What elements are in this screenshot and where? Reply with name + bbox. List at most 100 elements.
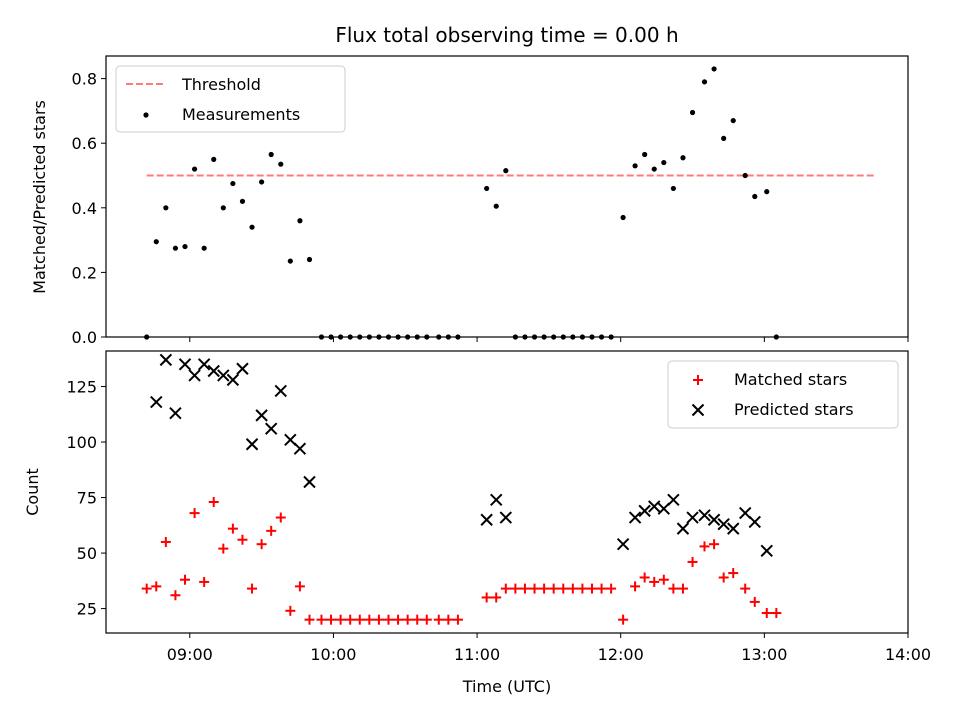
predicted-star-point bbox=[638, 504, 651, 518]
predicted-star-point bbox=[255, 409, 268, 422]
measurement-point bbox=[239, 198, 246, 204]
predicted-star-point bbox=[698, 509, 711, 522]
top-y-tick-label: 0.2 bbox=[72, 263, 97, 282]
predicted-star-point bbox=[667, 493, 680, 506]
measurement-point bbox=[721, 135, 727, 141]
measurement-point bbox=[191, 166, 198, 172]
top-y-tick-label: 0.6 bbox=[72, 134, 97, 153]
matched-star-point bbox=[668, 583, 679, 594]
predicted-star-point bbox=[490, 493, 503, 506]
bottom-x-tick-label: 14:00 bbox=[885, 645, 931, 664]
matched-star-point bbox=[548, 583, 559, 594]
predicted-star-point bbox=[760, 544, 773, 558]
legend-matched-label: Matched stars bbox=[734, 370, 847, 389]
matched-star-point bbox=[393, 614, 404, 625]
predicted-star-point bbox=[207, 364, 220, 378]
matched-star-point bbox=[180, 574, 191, 585]
measurement-point bbox=[220, 205, 226, 211]
matched-star-point bbox=[740, 583, 751, 594]
measurement-point bbox=[493, 203, 499, 209]
measurement-point bbox=[287, 258, 293, 264]
predicted-star-point bbox=[480, 513, 493, 526]
matched-star-point bbox=[606, 583, 617, 594]
matched-star-point bbox=[699, 541, 710, 552]
matched-star-point bbox=[577, 583, 588, 594]
matched-star-point bbox=[227, 523, 238, 534]
legend-predicted-label: Predicted stars bbox=[734, 400, 854, 419]
matched-star-point bbox=[326, 614, 337, 625]
measurement-point bbox=[620, 214, 626, 221]
matched-star-point bbox=[481, 592, 492, 603]
matched-star-point bbox=[208, 496, 219, 507]
measurement-point bbox=[689, 109, 696, 116]
matched-star-point bbox=[749, 596, 760, 607]
matched-star-point bbox=[709, 539, 720, 550]
legend-predicted-swatch bbox=[691, 403, 705, 417]
legend-matched-swatch bbox=[693, 375, 703, 385]
top-y-tick-label: 0.8 bbox=[72, 70, 97, 89]
matched-star-point bbox=[500, 583, 511, 594]
matched-star-point bbox=[658, 574, 669, 585]
matched-star-point bbox=[218, 543, 229, 554]
measurement-point bbox=[278, 161, 284, 167]
measurement-point bbox=[642, 151, 648, 158]
measurement-point bbox=[711, 66, 717, 72]
predicted-star-point bbox=[226, 373, 240, 387]
measurement-point bbox=[484, 185, 490, 192]
matched-star-point bbox=[383, 614, 394, 625]
top-y-axis-ticks: 0.0 0.2 0.4 0.6 0.8 bbox=[72, 70, 106, 347]
legend-threshold-label: Threshold bbox=[181, 75, 261, 94]
matched-star-point bbox=[539, 583, 550, 594]
bottom-x-tick-label: 13:00 bbox=[741, 645, 787, 664]
predicted-star-point bbox=[686, 511, 699, 524]
measurement-point bbox=[153, 239, 159, 245]
matched-stars-points bbox=[141, 496, 782, 625]
matched-star-point bbox=[649, 576, 660, 587]
bottom-x-axis-ticks: 09:00 10:00 11:00 12:00 13:00 14:00 bbox=[167, 633, 931, 664]
predicted-star-point bbox=[150, 395, 163, 409]
matched-star-point bbox=[771, 608, 782, 619]
predicted-star-point bbox=[169, 406, 182, 420]
bottom-x-tick-label: 11:00 bbox=[454, 645, 500, 664]
measurement-point bbox=[259, 179, 265, 185]
measurement-point bbox=[661, 159, 667, 166]
matched-star-point bbox=[285, 605, 296, 616]
matched-star-point bbox=[275, 512, 286, 523]
matched-star-point bbox=[373, 614, 384, 625]
matched-star-point bbox=[402, 614, 413, 625]
predicted-star-point bbox=[303, 475, 316, 489]
matched-star-point bbox=[718, 572, 729, 583]
predicted-star-point bbox=[748, 515, 761, 529]
top-y-tick-label: 0.0 bbox=[72, 328, 97, 347]
top-y-tick-label: 0.4 bbox=[72, 199, 97, 218]
predicted-star-point bbox=[707, 513, 721, 526]
matched-star-point bbox=[266, 525, 277, 536]
bottom-plot-area bbox=[141, 353, 782, 625]
predicted-star-point bbox=[159, 353, 173, 367]
predicted-star-point bbox=[197, 358, 211, 371]
matched-star-point bbox=[294, 581, 305, 592]
measurement-point bbox=[503, 168, 509, 174]
top-legend: Threshold Measurements bbox=[115, 65, 346, 133]
matched-star-point bbox=[677, 583, 688, 594]
measurement-point bbox=[211, 156, 217, 162]
predicted-star-point bbox=[616, 537, 630, 551]
measurement-point bbox=[680, 155, 686, 161]
predicted-star-point bbox=[274, 384, 287, 398]
bottom-y-tick-label: 25 bbox=[77, 600, 97, 619]
predicted-star-point bbox=[738, 506, 752, 520]
measurement-point bbox=[201, 245, 207, 251]
measurement-point bbox=[230, 180, 236, 187]
measurement-point bbox=[268, 151, 274, 158]
bottom-x-tick-label: 09:00 bbox=[167, 645, 213, 664]
legend-measurements-label: Measurements bbox=[182, 105, 300, 124]
matched-star-point bbox=[354, 614, 365, 625]
matched-star-point bbox=[199, 576, 210, 587]
matched-star-point bbox=[237, 534, 248, 545]
matched-star-point bbox=[304, 614, 315, 625]
matched-star-point bbox=[567, 583, 578, 594]
matched-star-point bbox=[412, 614, 423, 625]
measurement-point bbox=[742, 172, 748, 179]
predicted-star-point bbox=[717, 517, 730, 531]
